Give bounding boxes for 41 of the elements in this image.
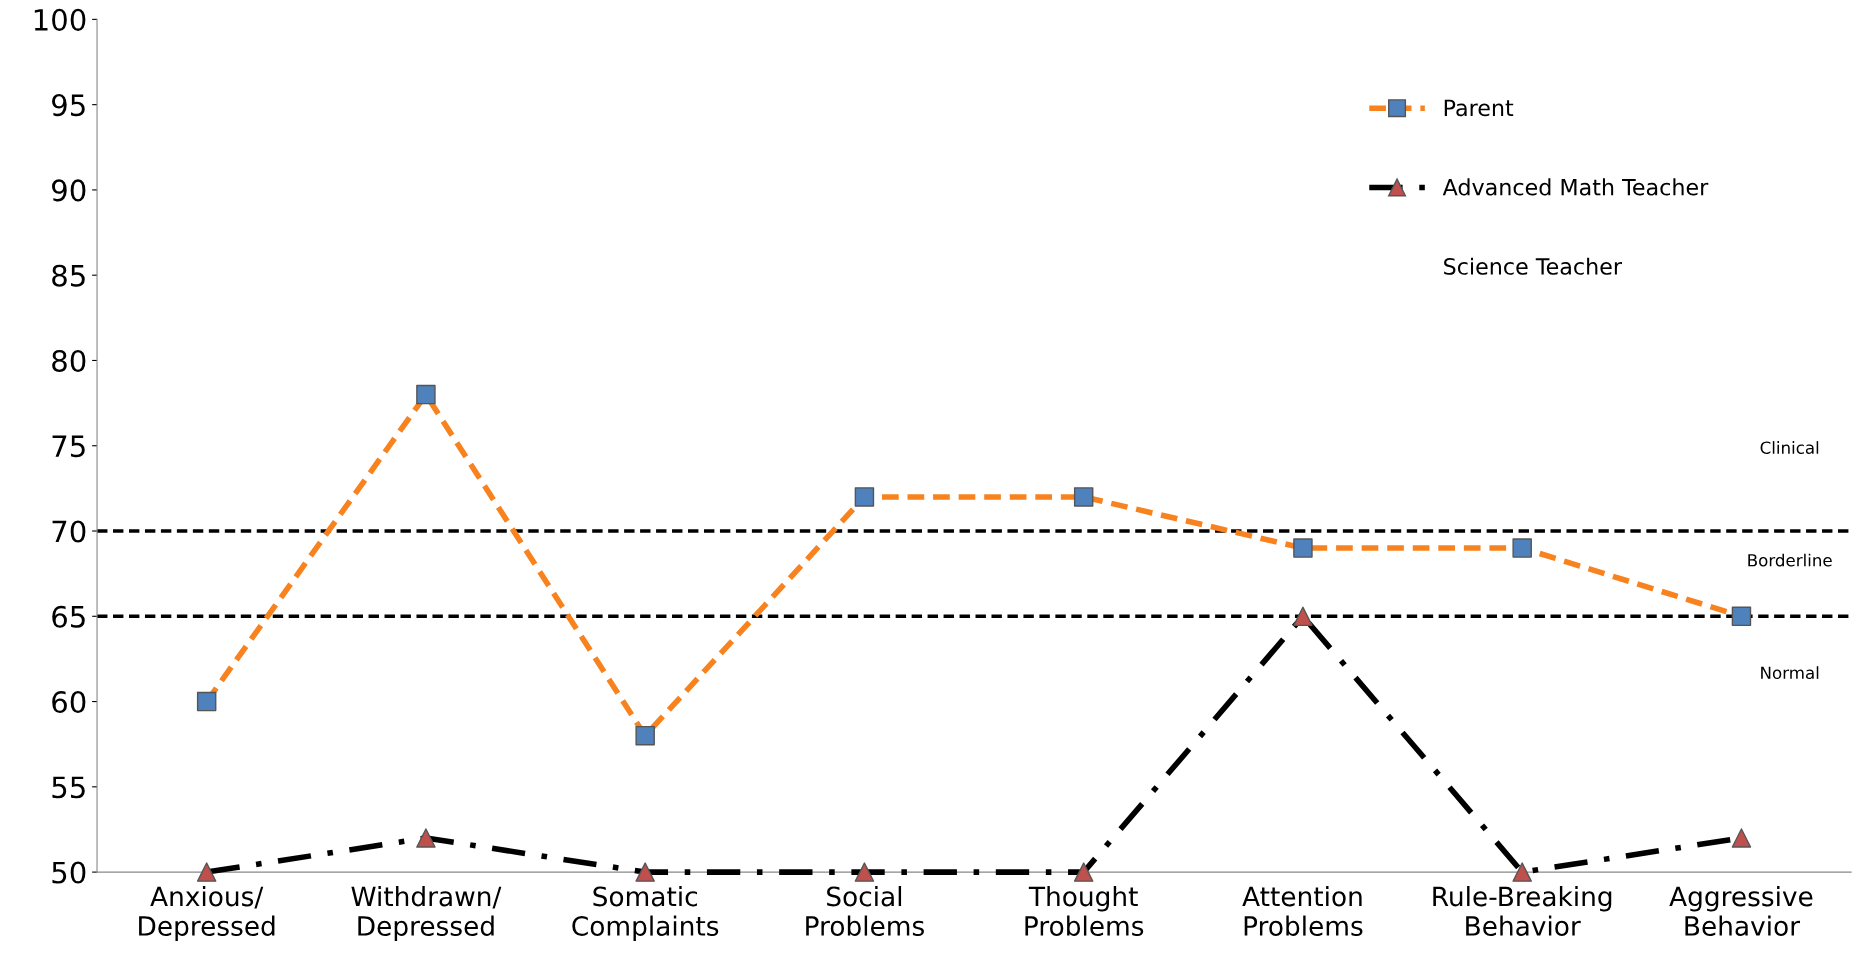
y-tick-label: 95: [52, 94, 85, 117]
y-tick-label: 90: [52, 179, 86, 202]
point: [1512, 538, 1532, 558]
legend-label: Parent: [1444, 99, 1514, 117]
annotation: Normal: [1761, 666, 1819, 680]
x-tick-label: Social Problems: [806, 885, 924, 936]
point: [635, 862, 655, 882]
y-tick-label: 75: [52, 435, 85, 458]
point: [416, 828, 436, 848]
x-tick-label: Attention Problems: [1242, 885, 1363, 936]
point: [1731, 606, 1752, 627]
text: Science Teacher: [1444, 257, 1623, 275]
y-tick-label: 55: [52, 776, 85, 799]
y-tick-label: 50: [52, 861, 86, 884]
point: [854, 487, 875, 507]
x-tick-label: Somatic Complaints: [572, 885, 719, 942]
point: [635, 725, 655, 746]
point: [1293, 538, 1313, 558]
y-tick-label: 80: [52, 349, 86, 372]
point: [1073, 487, 1094, 507]
point: [196, 691, 217, 712]
x-tick-label: Withdrawn/ Depressed: [351, 885, 502, 942]
legend-label: Advanced Math Teacher: [1442, 178, 1709, 196]
x-tick-label: Thought Problems: [1025, 885, 1144, 936]
point: [1512, 862, 1532, 882]
y-tick-label: 70: [52, 520, 86, 543]
y-tick-label: 65: [52, 605, 85, 628]
y-tick-label: 100: [34, 8, 86, 31]
point: [1073, 862, 1094, 882]
point: [854, 862, 875, 882]
y-tick-label: 85: [52, 264, 85, 287]
x-tick-label: Aggressive Behavior: [1669, 885, 1813, 936]
point: [1293, 606, 1313, 627]
x-tick-label: Anxious/ Depressed: [139, 885, 275, 942]
point: [416, 384, 436, 405]
x-tick-label: Rule-Breaking Behavior: [1433, 885, 1612, 936]
y-tick-label: 60: [52, 690, 86, 714]
annotation: Clinical: [1760, 441, 1819, 454]
annotation: Borderline: [1748, 553, 1832, 567]
point: [1731, 828, 1752, 848]
point: [196, 862, 217, 882]
